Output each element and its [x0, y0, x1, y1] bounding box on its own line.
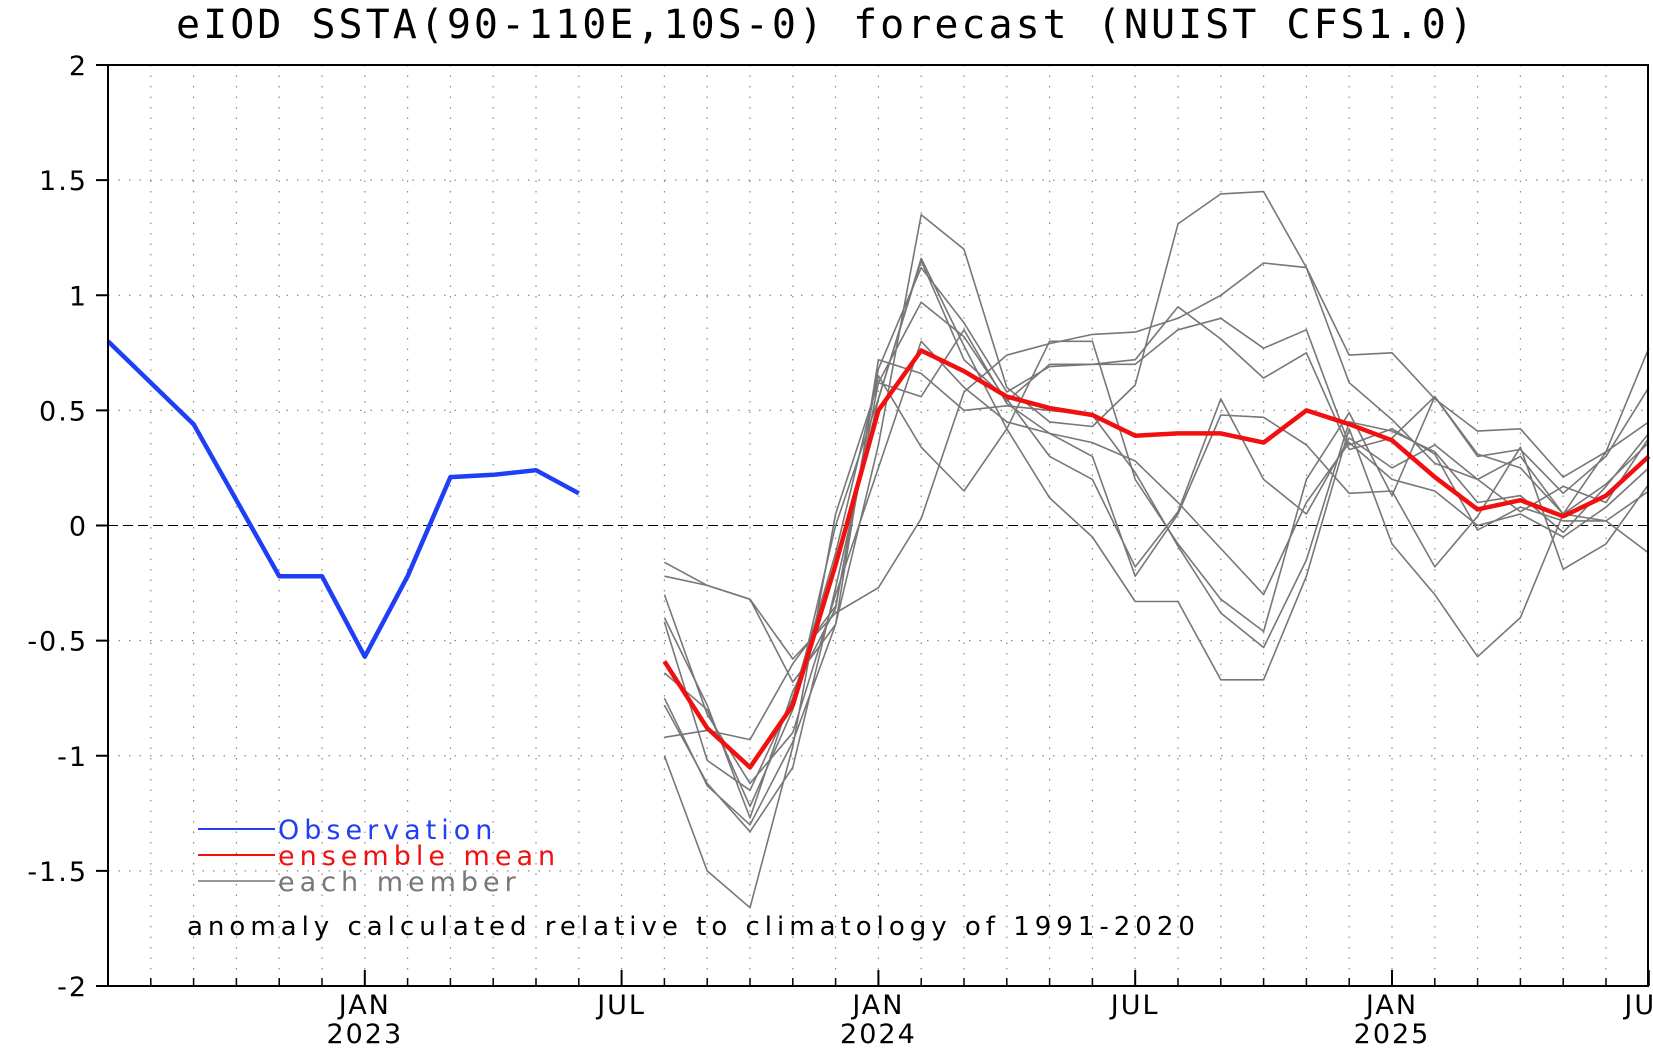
x-tick-label: JUL	[595, 990, 646, 1021]
x-tick-label: JUL	[1109, 990, 1160, 1021]
x-axis: JAN2023JULJAN2024JULJAN2025JUL	[107, 970, 1653, 1050]
observation-line	[106, 339, 580, 659]
y-axis: 2 1.5 1 0.5 0 -0.5 -1 -1.5 -2	[27, 51, 108, 1003]
y-tick-label: 1	[69, 281, 88, 312]
member-line-5	[664, 301, 1650, 741]
ensemble-mean-group	[662, 348, 1651, 770]
x-year-label: 2024	[840, 1019, 917, 1050]
grid	[108, 65, 1648, 986]
y-tick-label: -0.5	[27, 627, 88, 658]
x-tick-label: JAN	[337, 990, 391, 1021]
member-line-6	[663, 328, 1650, 909]
member-line-7	[663, 374, 1650, 792]
y-tick-label: -1.5	[27, 857, 88, 888]
plot-frame	[107, 64, 1649, 987]
y-tick-label: -2	[57, 972, 88, 1003]
member-line-4	[663, 358, 1650, 826]
member-line-3	[663, 266, 1650, 819]
climatology-note: anomaly calculated relative to climatolo…	[187, 912, 1200, 942]
x-tick-label: JAN	[850, 990, 904, 1021]
x-year-label: 2025	[1354, 1019, 1431, 1050]
legend-label: each member	[278, 867, 521, 898]
member-line-2	[664, 190, 1650, 683]
y-tick-label: 2	[69, 51, 88, 82]
member-line-10	[663, 340, 1650, 785]
member-line-9	[663, 259, 1650, 808]
observation-group	[106, 339, 580, 659]
y-tick-label: 0	[69, 512, 88, 543]
y-tick-label: 1.5	[39, 166, 88, 197]
x-tick-label: JAN	[1364, 990, 1418, 1021]
legend-label: ensemble mean	[278, 841, 560, 872]
y-tick-label: -1	[57, 742, 88, 773]
ensemble-mean-line	[662, 348, 1651, 770]
x-tick-label: JUL	[1622, 990, 1653, 1021]
chart-title: eIOD SSTA(90-110E,10S-0) forecast (NUIST…	[176, 2, 1476, 48]
member-series-group	[663, 190, 1650, 909]
y-tick-label: 0.5	[39, 396, 88, 427]
legend-label: Observation	[278, 815, 497, 846]
x-year-label: 2023	[326, 1019, 403, 1050]
